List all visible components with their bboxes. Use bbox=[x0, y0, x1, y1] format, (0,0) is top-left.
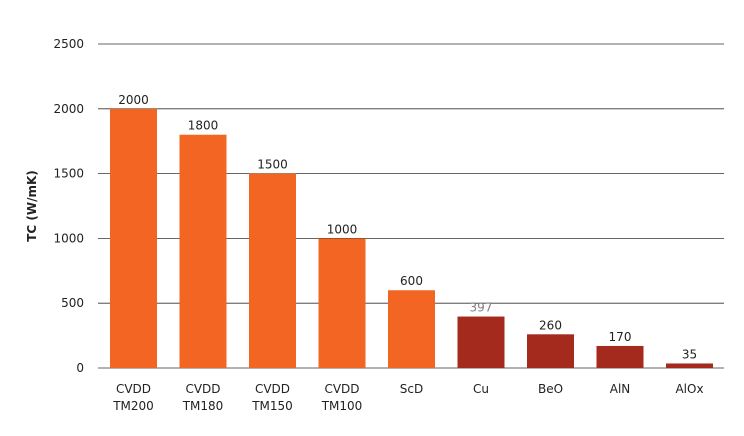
x-tick-label: CVDD bbox=[324, 382, 359, 396]
bar bbox=[249, 173, 296, 368]
value-label: 397 bbox=[470, 301, 493, 315]
x-tick-label: CVDD bbox=[185, 382, 220, 396]
value-label: 35 bbox=[682, 347, 697, 361]
x-tick-label: TM180 bbox=[182, 399, 224, 413]
value-label: 2000 bbox=[118, 93, 149, 107]
bar bbox=[179, 134, 227, 368]
x-tick-label: AlN bbox=[610, 382, 631, 396]
value-label: 1000 bbox=[327, 222, 358, 236]
x-tick-label: TM150 bbox=[251, 399, 293, 413]
bar bbox=[527, 334, 574, 368]
x-tick-label: Cu bbox=[473, 382, 489, 396]
x-tick-label: CVDD bbox=[116, 382, 151, 396]
value-label: 170 bbox=[609, 330, 632, 344]
bar bbox=[666, 363, 713, 368]
y-tick-label: 500 bbox=[61, 296, 84, 310]
bar bbox=[596, 345, 644, 368]
y-axis-label: TC (W/mK) bbox=[25, 170, 39, 242]
y-tick-label: 1000 bbox=[53, 231, 84, 245]
value-label: 260 bbox=[539, 318, 562, 332]
bar bbox=[388, 290, 435, 368]
value-label: 1500 bbox=[257, 158, 288, 172]
bar bbox=[457, 316, 505, 368]
x-tick-label: BeO bbox=[538, 382, 563, 396]
bars bbox=[110, 108, 713, 369]
bar bbox=[110, 108, 157, 369]
y-axis-ticks: 0 500 1000 1500 2000 2500 bbox=[53, 37, 84, 375]
value-label: 1800 bbox=[188, 119, 219, 133]
x-axis-ticks: CVDD TM200 CVDD TM180 CVDD TM150 CVDD TM100 ScD C… bbox=[112, 382, 703, 413]
x-tick-label: CVDD bbox=[255, 382, 290, 396]
x-tick-label: ScD bbox=[400, 382, 423, 396]
value-label: 600 bbox=[400, 274, 423, 288]
y-tick-label: 2500 bbox=[53, 37, 84, 51]
x-tick-label: TM100 bbox=[321, 399, 363, 413]
y-tick-label: 0 bbox=[76, 361, 84, 375]
y-tick-label: 1500 bbox=[53, 167, 84, 181]
x-tick-label: AlOx bbox=[675, 382, 703, 396]
value-labels: 2000 1800 1500 1000 600 397 260 170 35 bbox=[118, 93, 697, 362]
bar bbox=[318, 238, 366, 368]
y-tick-label: 2000 bbox=[53, 102, 84, 116]
x-tick-label: TM200 bbox=[112, 399, 154, 413]
